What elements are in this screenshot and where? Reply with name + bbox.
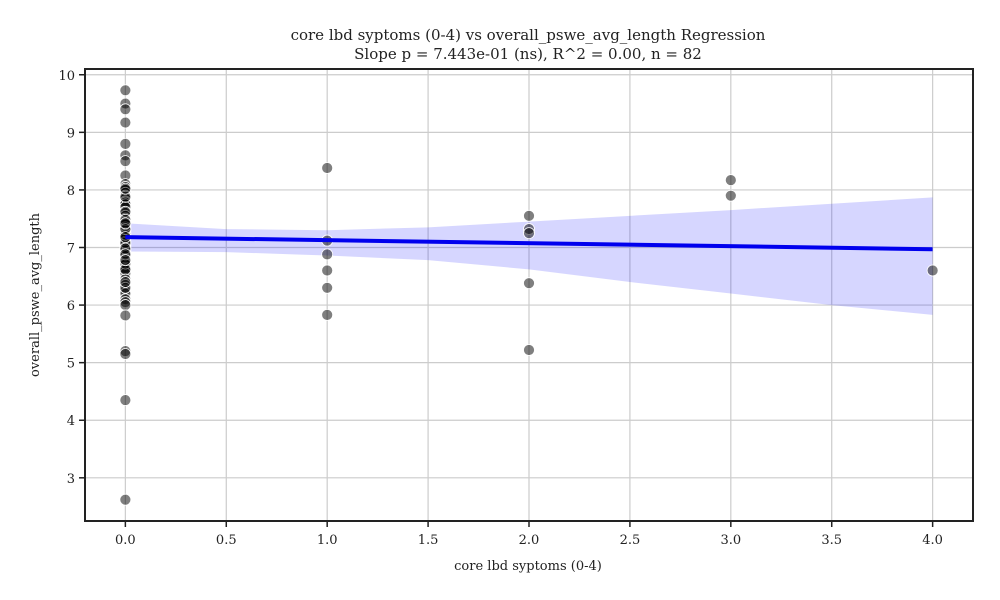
data-point xyxy=(119,299,132,311)
data-point xyxy=(119,155,132,168)
data-point xyxy=(724,189,737,202)
data-point xyxy=(119,182,132,195)
x-tick-label: 0.5 xyxy=(216,533,237,548)
data-point xyxy=(119,309,132,322)
data-point xyxy=(119,394,132,406)
x-tick-label: 3.5 xyxy=(821,533,842,548)
data-point xyxy=(321,248,334,261)
x-tick-label: 4.0 xyxy=(922,533,943,548)
data-points xyxy=(119,84,939,506)
y-tick-label: 4 xyxy=(67,414,75,429)
data-point xyxy=(523,277,535,290)
data-point xyxy=(119,103,132,116)
x-tick-label: 2.0 xyxy=(519,533,540,548)
data-point xyxy=(321,264,334,277)
data-point xyxy=(321,162,334,174)
confidence-band-layer xyxy=(125,197,933,315)
data-point xyxy=(523,227,535,240)
y-tick-label: 10 xyxy=(58,69,75,84)
regression-line xyxy=(125,235,933,252)
data-point xyxy=(119,254,132,267)
x-tick-label: 3.0 xyxy=(720,533,741,548)
y-tick-label: 7 xyxy=(67,241,75,256)
data-point xyxy=(119,84,132,97)
y-tick-label: 6 xyxy=(67,299,75,314)
y-tick-label: 5 xyxy=(67,357,75,372)
chart-subtitle: Slope p = 7.443e-01 (ns), R^2 = 0.00, n … xyxy=(354,45,702,63)
data-point xyxy=(321,308,334,321)
data-point xyxy=(119,276,132,288)
data-point xyxy=(926,264,939,277)
y-tick-label: 3 xyxy=(67,472,75,487)
data-point xyxy=(523,209,535,222)
x-tick-label: 1.5 xyxy=(418,533,439,548)
data-point xyxy=(724,174,737,187)
data-point xyxy=(119,217,132,230)
data-point xyxy=(119,116,132,129)
data-point xyxy=(321,281,334,294)
chart-title: core lbd syptoms (0-4) vs overall_pswe_a… xyxy=(291,26,766,44)
data-point xyxy=(119,493,132,506)
regression-line-layer xyxy=(125,235,933,252)
y-tick-label: 8 xyxy=(67,184,75,199)
y-tick-label: 9 xyxy=(67,126,75,141)
confidence-band xyxy=(125,197,933,315)
data-point xyxy=(119,348,132,360)
axis-ticks: 0.0 0.5 1.0 1.5 2.0 2.5 3.0 3.5 4.0 3 4 5 6 7 8 9 10 xyxy=(58,69,943,548)
x-tick-label: 1.0 xyxy=(317,533,338,548)
x-axis-label: core lbd syptoms (0-4) xyxy=(454,559,602,574)
x-tick-label: 0.0 xyxy=(115,533,136,548)
data-point xyxy=(119,137,132,150)
y-axis-label: overall_pswe_avg_length xyxy=(28,212,43,377)
data-point xyxy=(523,344,535,356)
x-tick-label: 2.5 xyxy=(620,533,641,548)
